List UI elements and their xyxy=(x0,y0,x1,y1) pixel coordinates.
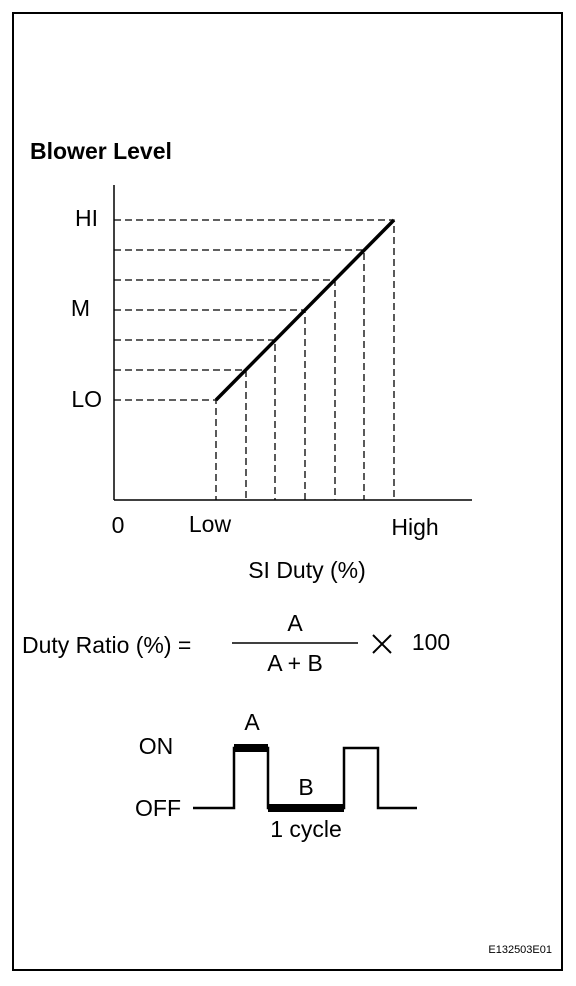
x-label: High xyxy=(391,514,438,540)
level-label: LO xyxy=(71,386,102,412)
level-line xyxy=(214,218,396,402)
level-label: HI xyxy=(75,205,98,231)
gap-label: B xyxy=(298,774,313,800)
off-label: OFF xyxy=(135,795,181,821)
gap-highlight xyxy=(268,804,344,812)
cycle-label: 1 cycle xyxy=(270,816,342,842)
pulse-label: A xyxy=(244,709,260,735)
formula: Duty Ratio (%) = A A + B 100 xyxy=(22,610,450,676)
formula-lhs: Duty Ratio (%) = xyxy=(22,632,191,658)
x-label: 0 xyxy=(112,512,125,538)
multiplier: 100 xyxy=(412,629,450,655)
numerator: A xyxy=(287,610,303,636)
level-label: M xyxy=(71,295,90,321)
x-label: Low xyxy=(189,511,232,537)
x-axis-title: SI Duty (%) xyxy=(248,557,366,583)
graph: HI M LO 0 Low High SI Duty (%) xyxy=(71,185,472,583)
waveform: ON OFF A B 1 cycle xyxy=(135,709,417,842)
on-label: ON xyxy=(139,733,174,759)
times-sign xyxy=(372,634,392,654)
pulse-highlight xyxy=(234,744,268,752)
graph-title: Blower Level xyxy=(30,138,172,164)
frame xyxy=(12,12,563,971)
denominator: A + B xyxy=(267,650,323,676)
figure-id: E132503E01 xyxy=(488,944,552,956)
